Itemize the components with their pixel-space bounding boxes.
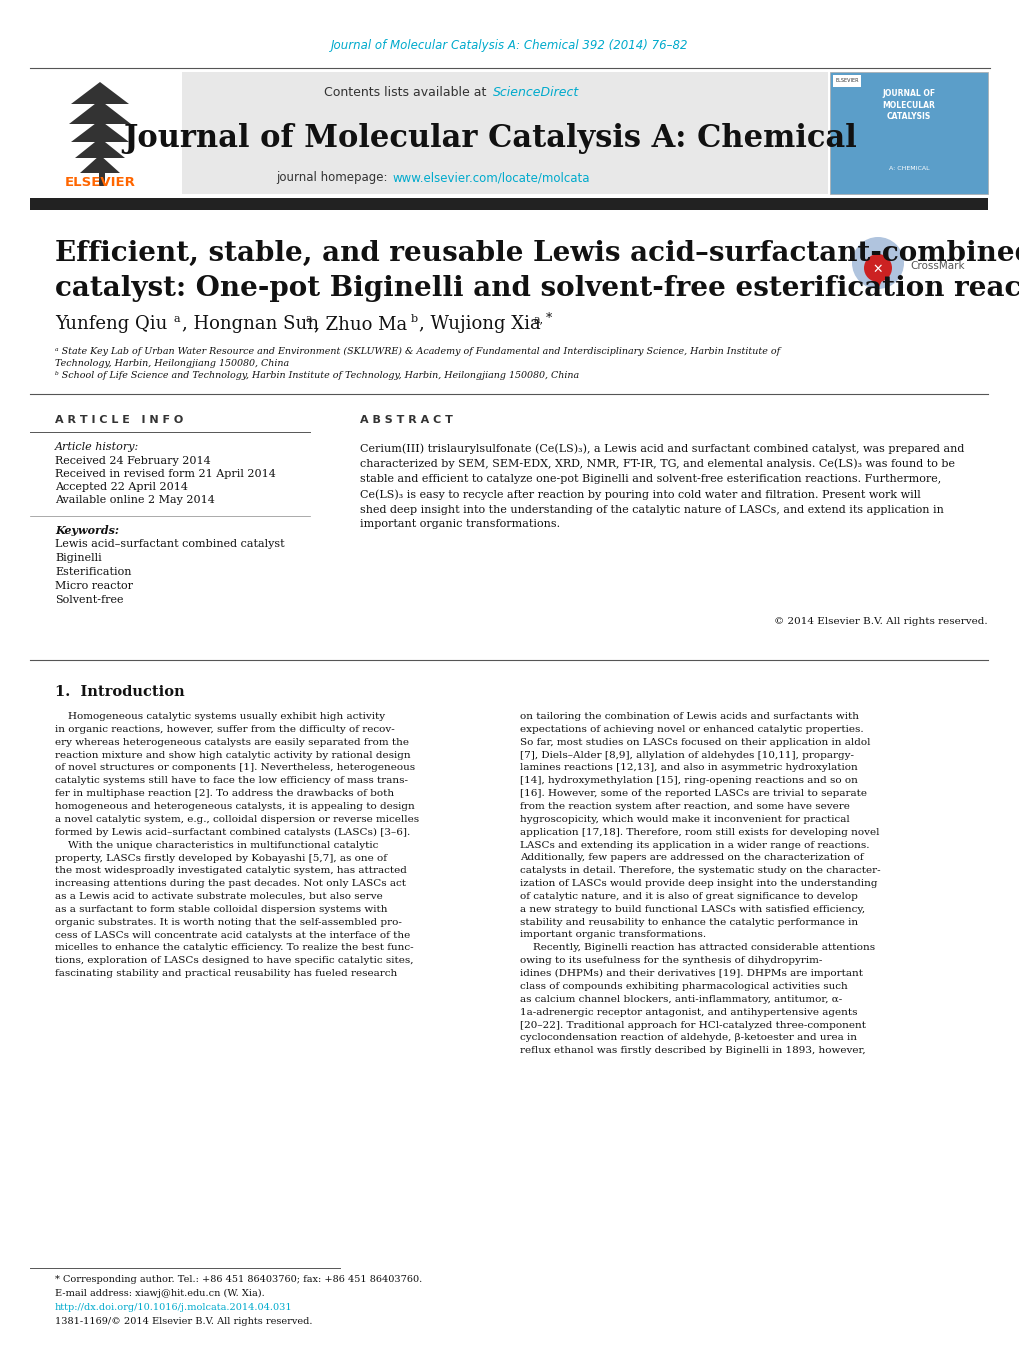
Polygon shape (71, 120, 128, 142)
Circle shape (863, 254, 892, 282)
Text: A R T I C L E   I N F O: A R T I C L E I N F O (55, 415, 183, 426)
Text: © 2014 Elsevier B.V. All rights reserved.: © 2014 Elsevier B.V. All rights reserved… (773, 617, 987, 627)
Text: JOURNAL OF
MOLECULAR
CATALYSIS: JOURNAL OF MOLECULAR CATALYSIS (881, 89, 934, 120)
Text: http://dx.doi.org/10.1016/j.molcata.2014.04.031: http://dx.doi.org/10.1016/j.molcata.2014… (55, 1304, 292, 1313)
Text: Lewis acid–surfactant combined catalyst: Lewis acid–surfactant combined catalyst (55, 539, 284, 549)
Text: Available online 2 May 2014: Available online 2 May 2014 (55, 494, 215, 505)
Bar (99, 168, 105, 186)
Text: Homogeneous catalytic systems usually exhibit high activity
in organic reactions: Homogeneous catalytic systems usually ex… (55, 712, 419, 978)
Text: 1381-1169/© 2014 Elsevier B.V. All rights reserved.: 1381-1169/© 2014 Elsevier B.V. All right… (55, 1316, 312, 1325)
Bar (833, 76, 860, 86)
Text: E-mail address: xiawj@hit.edu.cn (W. Xia).: E-mail address: xiawj@hit.edu.cn (W. Xia… (55, 1289, 265, 1297)
Text: a: a (174, 313, 180, 324)
Text: ✕: ✕ (872, 262, 882, 276)
Text: Efficient, stable, and reusable Lewis acid–surfactant-combined: Efficient, stable, and reusable Lewis ac… (55, 239, 1019, 266)
Text: Solvent-free: Solvent-free (55, 594, 123, 605)
Polygon shape (69, 100, 130, 124)
Text: Micro reactor: Micro reactor (55, 581, 132, 590)
Text: Yunfeng Qiu: Yunfeng Qiu (55, 315, 167, 332)
Text: Journal of Molecular Catalysis A: Chemical: Journal of Molecular Catalysis A: Chemic… (123, 123, 856, 154)
Text: Esterification: Esterification (55, 567, 131, 577)
Text: Received in revised form 21 April 2014: Received in revised form 21 April 2014 (55, 469, 275, 480)
Text: www.elsevier.com/locate/molcata: www.elsevier.com/locate/molcata (392, 172, 590, 185)
Text: A B S T R A C T: A B S T R A C T (360, 415, 452, 426)
Text: , Hongnan Sun: , Hongnan Sun (181, 315, 319, 332)
Text: journal homepage:: journal homepage: (276, 172, 387, 185)
Text: catalyst: One-pot Biginelli and solvent-free esterification reactions: catalyst: One-pot Biginelli and solvent-… (55, 274, 1019, 301)
Text: Cerium(III) trislaurylsulfonate (Ce(LS)₃), a Lewis acid and surfactant combined : Cerium(III) trislaurylsulfonate (Ce(LS)₃… (360, 443, 963, 530)
Bar (30, 72, 827, 195)
Text: , Wujiong Xia: , Wujiong Xia (419, 315, 540, 332)
Text: ᵃ State Key Lab of Urban Water Resource and Environment (SKLUWRE) & Academy of F: ᵃ State Key Lab of Urban Water Resource … (55, 346, 780, 355)
Text: ELSEVIER: ELSEVIER (835, 78, 858, 84)
Text: Article history:: Article history: (55, 442, 140, 453)
Bar (30, 72, 181, 195)
Text: a: a (306, 313, 312, 324)
Text: A: CHEMICAL: A: CHEMICAL (888, 166, 928, 170)
Text: Technology, Harbin, Heilongjiang 150080, China: Technology, Harbin, Heilongjiang 150080,… (55, 358, 288, 367)
Text: Journal of Molecular Catalysis A: Chemical 392 (2014) 76–82: Journal of Molecular Catalysis A: Chemic… (331, 38, 688, 51)
Text: *: * (545, 312, 551, 326)
Text: Contents lists available at: Contents lists available at (323, 85, 489, 99)
Text: ScienceDirect: ScienceDirect (492, 85, 579, 99)
Text: CrossMark: CrossMark (909, 261, 964, 272)
Text: Biginelli: Biginelli (55, 553, 102, 563)
Bar (30, 199, 987, 209)
Bar (829, 72, 987, 195)
Text: 1.  Introduction: 1. Introduction (55, 685, 184, 698)
Polygon shape (75, 138, 125, 158)
Text: * Corresponding author. Tel.: +86 451 86403760; fax: +86 451 86403760.: * Corresponding author. Tel.: +86 451 86… (55, 1275, 422, 1285)
Text: ELSEVIER: ELSEVIER (64, 177, 136, 189)
Text: b: b (411, 313, 418, 324)
Text: Received 24 February 2014: Received 24 February 2014 (55, 457, 211, 466)
Polygon shape (867, 267, 888, 289)
Polygon shape (71, 82, 128, 104)
Circle shape (851, 236, 903, 289)
Text: Keywords:: Keywords: (55, 524, 119, 535)
Text: Accepted 22 April 2014: Accepted 22 April 2014 (55, 482, 187, 492)
Text: on tailoring the combination of Lewis acids and surfactants with
expectations of: on tailoring the combination of Lewis ac… (520, 712, 879, 1055)
Text: , Zhuo Ma: , Zhuo Ma (314, 315, 407, 332)
Polygon shape (79, 155, 120, 173)
Text: ᵇ School of Life Science and Technology, Harbin Institute of Technology, Harbin,: ᵇ School of Life Science and Technology,… (55, 370, 579, 380)
Text: a,: a, (534, 313, 543, 324)
